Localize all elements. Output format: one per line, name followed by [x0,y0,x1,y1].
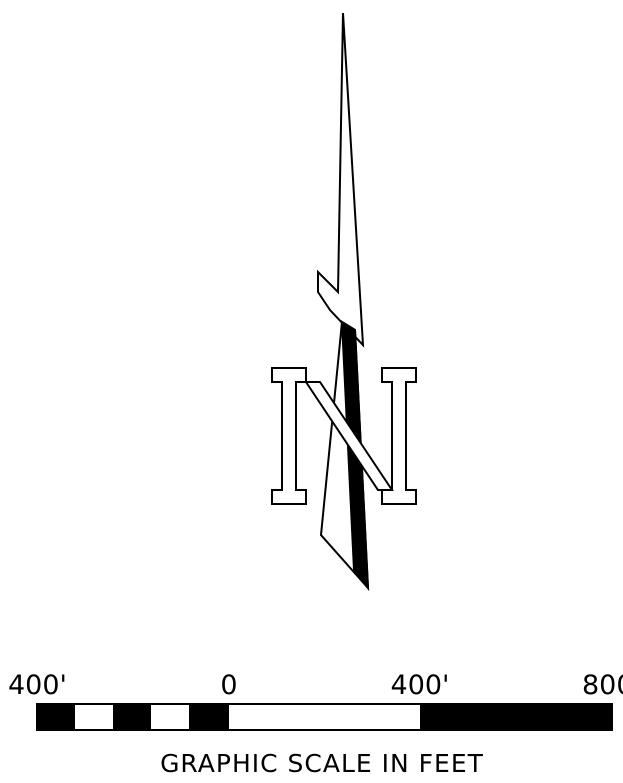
scale-segment-3 [113,704,151,730]
north-arrow [271,12,417,592]
scale-label-right: 800' [582,670,623,701]
scale-segment-6 [229,704,420,730]
scale-label-zero: 0 [220,670,237,701]
scale-bar-border [36,703,613,731]
scale-label-left: 400' [8,670,67,701]
north-arrow-needle-upper [317,12,365,348]
scale-segment-5 [189,704,229,730]
scale-label-mid: 400' [391,670,450,701]
scale-segment-2 [75,704,113,730]
scale-segment-7 [420,704,612,730]
north-arrow-letter-left-stem [271,367,307,505]
north-arrow-letter-right-stem [381,367,417,505]
scale-bar-segments [37,704,612,730]
scale-segment-4 [151,704,189,730]
scale-segment-1 [37,704,75,730]
graphic-scale: 400' 0 400' 800' GRAPHIC SCALE IN FEET [8,670,623,778]
north-arrow-letter-diagonal [304,381,394,491]
scale-title: GRAPHIC SCALE IN FEET [160,749,484,778]
